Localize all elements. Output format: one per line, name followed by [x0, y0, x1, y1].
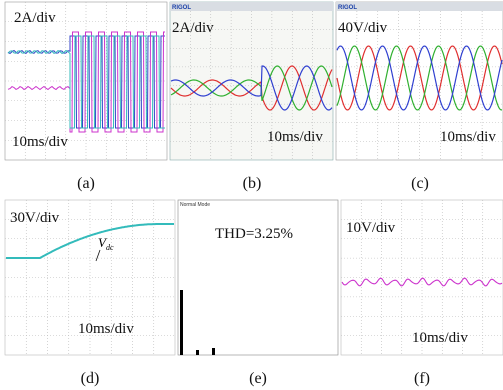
panel-b-header: [170, 2, 333, 11]
vdc-sub: dc: [106, 243, 114, 252]
brand: RIGOL: [172, 5, 191, 11]
caption: (d): [81, 370, 100, 387]
scale-label: 2A/div: [172, 20, 214, 36]
figure: RIGOL RIGOL Normal Mode 2A/div 10ms/div …: [0, 0, 503, 390]
scale-label: 10ms/div: [440, 129, 496, 145]
caption: (a): [77, 175, 95, 192]
caption: (e): [249, 370, 267, 387]
caption: (f): [414, 370, 430, 387]
spectrum-bar: [196, 350, 199, 355]
caption: (c): [411, 175, 429, 192]
scale-label: 10ms/div: [78, 321, 134, 337]
scale-label: 10ms/div: [12, 134, 68, 150]
scale-label: 40V/div: [338, 20, 388, 36]
brand: RIGOL: [338, 5, 357, 11]
panel-e: [178, 200, 338, 355]
thd-label: THD=3.25%: [215, 226, 293, 242]
scale-label: 30V/div: [10, 210, 60, 226]
spectrum-bar: [212, 348, 215, 355]
scale-label: 10ms/div: [412, 330, 468, 346]
spectrum-bar: [180, 290, 183, 355]
scale-label: 10ms/div: [267, 129, 323, 145]
scale-label: 10V/div: [346, 220, 396, 236]
scope-mode: Normal Mode: [180, 202, 210, 208]
caption: (b): [243, 175, 262, 192]
panel-c-header: [336, 2, 503, 11]
scale-label: 2A/div: [14, 10, 56, 26]
